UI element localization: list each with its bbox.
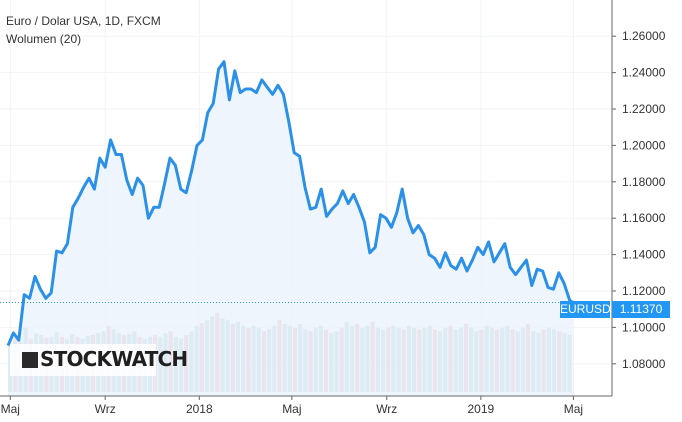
price-tick-label: 1.12000: [622, 284, 666, 298]
indicator-title: Wolumen (20): [6, 32, 82, 46]
price-tick-label: 1.24000: [622, 66, 666, 80]
time-tick-label: Maj: [564, 402, 583, 416]
price-tick-label: 1.20000: [622, 138, 666, 152]
time-tick-label: Maj: [282, 402, 301, 416]
price-tick-label: 1.26000: [622, 29, 666, 43]
price-line: [6, 60, 574, 347]
symbol-tag: EURUSD: [560, 301, 611, 318]
chart-title: Euro / Dolar USA, 1D, FXCM: [6, 14, 161, 28]
price-tick-label: 1.14000: [622, 248, 666, 262]
time-tick-label: Maj: [1, 402, 20, 416]
price-tick-label: 1.08000: [622, 357, 666, 371]
last-price-tag: 1.11370: [612, 301, 670, 318]
time-tick-label: Wrz: [376, 402, 397, 416]
price-area: [8, 61, 573, 396]
time-tick-label: 2019: [468, 402, 495, 416]
price-tick-label: 1.18000: [622, 175, 666, 189]
price-tick-label: 1.16000: [622, 211, 666, 225]
price-axis: 1.08000 1.10000 1.12000 1.14000 1.16000 1.180…: [612, 29, 666, 371]
logo-text: STOCKWATCH: [40, 347, 188, 371]
time-tick-label: Wrz: [95, 402, 116, 416]
time-tick-label: 2018: [186, 402, 213, 416]
time-axis: Maj Wrz 2018 Maj Wrz 2019 Maj: [1, 396, 583, 416]
price-tick-label: 1.10000: [622, 320, 666, 334]
price-tick-label: 1.22000: [622, 102, 666, 116]
logo-icon: [22, 352, 38, 368]
